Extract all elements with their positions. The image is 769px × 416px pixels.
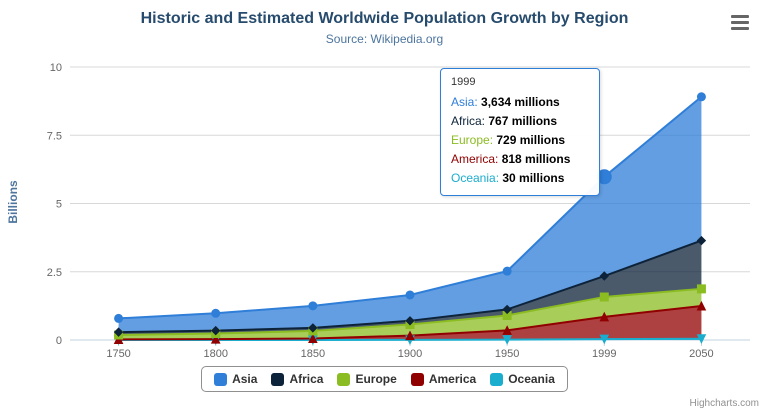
marker-africa-1950[interactable] [502, 304, 512, 315]
credits-link[interactable]: Highcharts.com [689, 398, 759, 409]
x-tick-label: 1800 [203, 348, 227, 360]
tooltip-row-america: America: 818 millions [451, 150, 589, 169]
legend-label: Africa [289, 372, 324, 386]
y-tick-label: 5 [56, 199, 62, 211]
legend-item-america[interactable]: America [410, 372, 477, 386]
marker-oceania-2050[interactable] [696, 334, 707, 344]
y-tick-label: 0 [56, 335, 62, 347]
marker-america-1850[interactable] [308, 333, 318, 343]
hamburger-icon [731, 20, 749, 24]
tooltip-series-value: 767 millions [488, 114, 558, 128]
chart-title: Historic and Estimated Worldwide Populat… [140, 10, 629, 27]
legend-label: Asia [232, 372, 258, 386]
marker-oceania-1999[interactable] [599, 334, 610, 345]
tooltip-series-label: Asia: [451, 95, 482, 109]
area-america[interactable] [118, 305, 702, 340]
hamburger-icon [731, 26, 749, 30]
marker-asia-1900[interactable] [405, 290, 415, 300]
legend-item-asia[interactable]: Asia [214, 372, 257, 386]
x-tick-label: 1950 [495, 348, 519, 360]
legend-item-africa[interactable]: Africa [271, 372, 323, 386]
marker-europe-1999[interactable] [599, 292, 609, 302]
marker-africa-2050[interactable] [696, 235, 707, 246]
marker-oceania-1950[interactable] [502, 335, 512, 345]
marker-africa-1750[interactable] [113, 327, 124, 337]
marker-asia-2050[interactable] [696, 92, 706, 102]
tooltip: 1999 Asia: 3,634 millions Africa: 767 mil… [440, 68, 600, 196]
legend-label: America [428, 372, 477, 386]
y-tick-label: 2.5 [47, 267, 62, 279]
marker-asia-1750[interactable] [114, 313, 124, 323]
marker-asia-1850[interactable] [308, 301, 318, 311]
x-tick-label: 1999 [592, 348, 616, 360]
y-tick-label: 7.5 [47, 130, 62, 142]
legend-symbol-asia [214, 372, 228, 386]
tooltip-row-oceania: Oceania: 30 millions [451, 169, 589, 188]
x-tick-label: 1750 [106, 348, 130, 360]
legend: Asia Africa Europe America Oceania [201, 366, 568, 392]
tooltip-series-label: America: [451, 152, 502, 166]
y-tick-label: 10 [50, 62, 62, 74]
marker-africa-1999[interactable] [599, 271, 609, 281]
marker-america-1900[interactable] [405, 330, 415, 341]
tooltip-series-label: Europe: [451, 133, 497, 147]
marker-america-2050[interactable] [696, 300, 707, 311]
area-africa[interactable] [118, 240, 702, 336]
legend-label: Oceania [508, 372, 555, 386]
chart-subtitle: Source: Wikipedia.org [325, 32, 444, 46]
area-asia[interactable] [118, 96, 702, 333]
x-tick-label: 1850 [301, 348, 325, 360]
legend-symbol-europe [337, 372, 351, 386]
marker-africa-1850[interactable] [308, 323, 318, 333]
marker-africa-1800[interactable] [211, 325, 221, 336]
tooltip-row-europe: Europe: 729 millions [451, 131, 589, 150]
marker-europe-2050[interactable] [696, 284, 706, 294]
legend-wrapper: Asia Africa Europe America Oceania [0, 366, 769, 392]
marker-america-1950[interactable] [502, 325, 512, 335]
legend-symbol-oceania [490, 372, 504, 386]
export-menu-button[interactable] [731, 12, 753, 32]
marker-africa-1900[interactable] [405, 316, 415, 326]
tooltip-series-label: Oceania: [451, 171, 503, 185]
legend-item-europe[interactable]: Europe [337, 372, 397, 386]
marker-america-1800[interactable] [210, 333, 221, 344]
tooltip-row-asia: Asia: 3,634 millions [451, 93, 589, 112]
tooltip-series-value: 30 millions [502, 171, 565, 185]
legend-symbol-africa [271, 372, 285, 386]
marker-america-1999[interactable] [599, 311, 610, 322]
tooltip-series-value: 818 millions [501, 152, 571, 166]
hamburger-icon [731, 14, 749, 18]
legend-symbol-america [410, 372, 424, 386]
marker-asia-1800[interactable] [211, 308, 221, 318]
tooltip-series-value: 729 millions [496, 133, 566, 147]
tooltip-header: 1999 [451, 76, 476, 88]
marker-asia-1950[interactable] [502, 266, 512, 276]
x-tick-label: 2050 [689, 348, 713, 360]
x-tick-label: 1900 [398, 348, 422, 360]
tooltip-series-label: Africa: [451, 114, 489, 128]
legend-item-oceania[interactable]: Oceania [490, 372, 555, 386]
tooltip-series-value: 3,634 millions [481, 95, 560, 109]
tooltip-row-africa: Africa: 767 millions [451, 112, 589, 131]
legend-label: Europe [355, 372, 397, 386]
